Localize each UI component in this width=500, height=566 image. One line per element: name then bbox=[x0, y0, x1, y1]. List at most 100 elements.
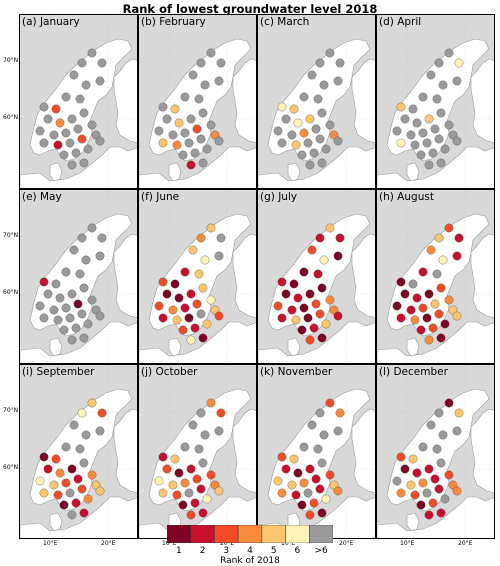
station-marker bbox=[214, 251, 224, 261]
station-marker bbox=[198, 283, 208, 293]
map-svg bbox=[139, 15, 256, 188]
station-marker bbox=[154, 301, 164, 311]
station-marker bbox=[95, 136, 105, 146]
station-marker bbox=[273, 126, 283, 136]
station-marker bbox=[79, 458, 89, 468]
station-marker bbox=[406, 480, 416, 490]
station-marker bbox=[430, 474, 440, 484]
station-marker bbox=[75, 444, 85, 454]
station-marker bbox=[170, 104, 180, 114]
map-panel: (a) January bbox=[19, 14, 138, 189]
panel-label: (f) June bbox=[141, 191, 180, 203]
finland-land bbox=[232, 408, 256, 493]
station-marker bbox=[198, 508, 208, 518]
station-marker bbox=[67, 160, 77, 170]
station-marker bbox=[277, 102, 287, 112]
station-marker bbox=[67, 464, 77, 474]
finland-land bbox=[470, 408, 494, 493]
station-marker bbox=[196, 134, 206, 144]
station-marker bbox=[190, 323, 200, 333]
finland-land bbox=[470, 233, 494, 318]
station-marker bbox=[51, 104, 61, 114]
station-marker bbox=[315, 484, 325, 494]
denmark-land bbox=[49, 162, 63, 182]
station-marker bbox=[196, 309, 206, 319]
station-marker bbox=[293, 293, 303, 303]
station-marker bbox=[168, 130, 178, 140]
station-marker bbox=[87, 48, 97, 58]
station-marker bbox=[454, 58, 464, 68]
station-marker bbox=[67, 114, 77, 124]
station-marker bbox=[436, 333, 446, 343]
station-marker bbox=[438, 430, 448, 440]
station-marker bbox=[325, 223, 335, 233]
colorbar-swatches bbox=[166, 524, 334, 544]
denmark-land bbox=[406, 512, 420, 532]
station-marker bbox=[214, 486, 224, 496]
station-marker bbox=[39, 138, 49, 148]
finland-land bbox=[351, 233, 375, 318]
station-marker bbox=[95, 76, 105, 86]
figure-title: Rank of lowest groundwater level 2018 bbox=[122, 2, 378, 16]
station-marker bbox=[162, 289, 172, 299]
station-marker bbox=[335, 233, 345, 243]
map-svg bbox=[258, 15, 375, 188]
station-marker bbox=[333, 76, 343, 86]
station-marker bbox=[305, 335, 315, 345]
station-marker bbox=[55, 468, 65, 478]
station-marker bbox=[184, 488, 194, 498]
station-marker bbox=[192, 299, 202, 309]
station-marker bbox=[333, 426, 343, 436]
station-marker bbox=[277, 313, 287, 323]
station-marker bbox=[325, 48, 335, 58]
station-marker bbox=[452, 136, 462, 146]
station-marker bbox=[444, 295, 454, 305]
map-panel: (j) October bbox=[138, 364, 257, 539]
station-marker bbox=[305, 114, 315, 124]
station-marker bbox=[77, 58, 87, 68]
colorbar-swatch bbox=[166, 524, 191, 544]
station-marker bbox=[77, 134, 87, 144]
denmark-land bbox=[168, 337, 182, 357]
station-marker bbox=[424, 464, 434, 474]
station-marker bbox=[174, 468, 184, 478]
station-marker bbox=[196, 58, 206, 68]
station-marker bbox=[188, 70, 198, 80]
station-marker bbox=[180, 92, 190, 102]
station-marker bbox=[53, 140, 63, 150]
station-marker bbox=[418, 478, 428, 488]
station-marker bbox=[81, 80, 91, 90]
station-marker bbox=[303, 313, 313, 323]
station-marker bbox=[325, 295, 335, 305]
station-marker bbox=[396, 277, 406, 287]
station-marker bbox=[186, 160, 196, 170]
lat-tick-label: 70°N bbox=[3, 57, 19, 64]
station-marker bbox=[178, 150, 188, 160]
panel-label: (b) February bbox=[141, 16, 206, 28]
station-marker bbox=[299, 442, 309, 452]
station-marker bbox=[55, 293, 65, 303]
finland-land bbox=[113, 58, 137, 143]
station-marker bbox=[424, 160, 434, 170]
station-marker bbox=[434, 408, 444, 418]
map-svg bbox=[139, 365, 256, 538]
colorbar bbox=[166, 524, 334, 547]
station-marker bbox=[196, 484, 206, 494]
station-marker bbox=[178, 500, 188, 510]
map-panel: (b) February bbox=[138, 14, 257, 189]
station-marker bbox=[406, 305, 416, 315]
station-marker bbox=[297, 325, 307, 335]
station-marker bbox=[444, 48, 454, 58]
station-marker bbox=[452, 251, 462, 261]
station-marker bbox=[61, 303, 71, 313]
station-marker bbox=[400, 464, 410, 474]
station-marker bbox=[97, 408, 107, 418]
station-marker bbox=[188, 245, 198, 255]
station-marker bbox=[184, 138, 194, 148]
continent-land bbox=[258, 146, 375, 188]
finland-land bbox=[113, 233, 137, 318]
station-marker bbox=[293, 118, 303, 128]
station-marker bbox=[313, 444, 323, 454]
station-marker bbox=[317, 158, 327, 168]
map-panel: (e) May bbox=[19, 189, 138, 364]
